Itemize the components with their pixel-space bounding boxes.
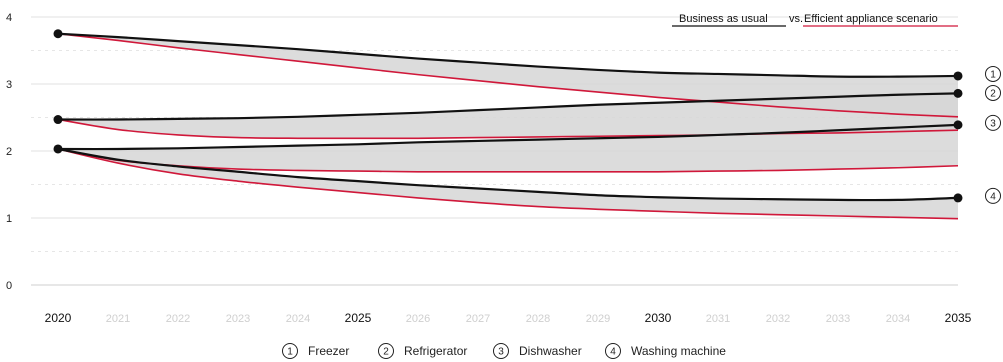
- series-badge-number: 4: [990, 191, 996, 202]
- gap-band: [58, 33, 958, 117]
- x-tick-label: 2031: [706, 313, 730, 325]
- legend-badge-number: 1: [287, 347, 293, 358]
- end-point: [953, 193, 963, 203]
- end-point: [953, 71, 963, 81]
- end-points: [53, 29, 963, 203]
- y-tick-label: 3: [6, 79, 12, 91]
- series-lines: [57, 32, 959, 220]
- x-tick-label: 2034: [886, 313, 910, 325]
- x-tick-label: 2030: [645, 311, 672, 325]
- series-badge: [985, 84, 1001, 101]
- end-point: [953, 120, 963, 130]
- x-tick-label: 2023: [226, 313, 250, 325]
- gap-band: [58, 148, 958, 219]
- legend-label: Washing machine: [631, 344, 726, 358]
- start-point: [53, 144, 63, 154]
- efficient-line: [57, 148, 959, 173]
- note-bau-label: Business as usual: [679, 13, 768, 25]
- y-tick-label: 0: [6, 280, 12, 292]
- legend-badge: [493, 343, 509, 359]
- series-badge: [985, 65, 1001, 82]
- series-badge-number: 1: [990, 69, 996, 80]
- note-efficient-label: Efficient appliance scenario: [804, 13, 938, 25]
- bau-line: [57, 32, 959, 78]
- bau-line: [57, 147, 959, 202]
- x-tick-label: 2035: [945, 311, 972, 325]
- efficient-line: [57, 32, 959, 118]
- y-tick-label: 2: [6, 146, 12, 158]
- x-tick-label: 2027: [466, 313, 490, 325]
- bau-line: [57, 92, 959, 121]
- legend-badge: [378, 343, 394, 359]
- series-badge: [985, 187, 1001, 204]
- x-tick-label: 2024: [286, 313, 310, 325]
- gap-band: [58, 124, 958, 172]
- end-point: [953, 88, 963, 98]
- legend-badge: [605, 343, 621, 359]
- efficient-line: [57, 118, 959, 140]
- series-badge: [985, 114, 1001, 131]
- x-tick-label: 2022: [166, 313, 190, 325]
- series-badges: 1 2 3 4: [985, 65, 1001, 204]
- x-tick-label: 2020: [45, 311, 72, 325]
- x-tick-label: 2025: [345, 311, 372, 325]
- x-tick-label: 2026: [406, 313, 430, 325]
- start-point: [53, 115, 63, 125]
- efficient-line: [57, 148, 959, 220]
- legend-badge: [282, 343, 298, 359]
- legend-label: Refrigerator: [404, 344, 467, 358]
- series-badge-number: 2: [990, 88, 996, 99]
- scenario-gap-bands: [58, 33, 958, 219]
- legend-badge-number: 4: [610, 347, 616, 358]
- legend-badge-number: 2: [383, 347, 389, 358]
- legend-label: Dishwasher: [519, 344, 582, 358]
- x-tick-label: 2032: [766, 313, 790, 325]
- start-point: [53, 29, 63, 39]
- x-tick-label: 2033: [826, 313, 850, 325]
- legend-badge-number: 3: [498, 347, 504, 358]
- axes: 0 1 2 3 4 2020 2021 2022 2023 2024 2025 2026 2027 202…: [6, 12, 972, 325]
- note-vs-label: vs.: [789, 13, 803, 25]
- x-tick-label: 2021: [106, 313, 130, 325]
- x-tick-label: 2028: [526, 313, 550, 325]
- x-tick-label: 2029: [586, 313, 610, 325]
- scenario-note: Business as usual vs. Efficient applianc…: [672, 13, 958, 27]
- bau-line: [57, 123, 959, 151]
- series-badge-number: 3: [990, 118, 996, 129]
- legend-label: Freezer: [308, 344, 349, 358]
- legend: 1 Freezer 2 Refrigerator 3 Dishwasher 4 Washing…: [282, 343, 726, 359]
- y-tick-label: 4: [6, 12, 12, 24]
- y-tick-label: 1: [6, 213, 12, 225]
- gap-band: [58, 93, 958, 139]
